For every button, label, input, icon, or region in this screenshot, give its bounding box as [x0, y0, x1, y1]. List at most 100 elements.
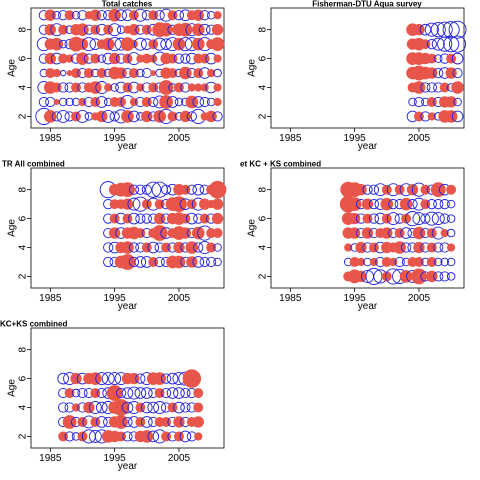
bubble-positive [193, 68, 204, 79]
bubble-negative [439, 213, 450, 224]
bubble-negative [192, 96, 205, 108]
bubble-positive [447, 243, 456, 252]
bubble-positive [426, 257, 437, 267]
y-tick-label: 6 [258, 55, 269, 61]
bubble-negative [96, 387, 107, 399]
bubble-negative [166, 387, 179, 399]
bubble-negative [133, 8, 147, 22]
chart-panel: Total catches 1985 1995 2005 2 4 6 8 year Age [7, 0, 225, 152]
panel-title: TR All combined [2, 160, 65, 169]
bubble-negative [88, 429, 102, 443]
plot-frame [30, 7, 225, 129]
x-tick-label: 1995 [104, 293, 127, 304]
bubble-negative [71, 10, 81, 20]
bubble-negative [76, 109, 89, 123]
bubble-positive [211, 198, 224, 210]
bubble-negative [433, 271, 444, 282]
bubble-negative [446, 272, 456, 281]
chart-panel: KC+KS combined 1985 1995 2005 2 4 6 8 year Age [0, 320, 225, 472]
bubble-negative [193, 242, 204, 253]
bubble-positive [213, 97, 222, 107]
bubble-negative [97, 54, 107, 63]
bubble-negative [151, 181, 168, 198]
bubble-negative [96, 10, 107, 21]
bubble-negative [60, 69, 67, 77]
panel-title: KC+KS combined [0, 320, 67, 329]
y-tick-label: 8 [258, 26, 269, 32]
plot-frame [270, 167, 465, 289]
y-axis-label: Age [7, 379, 18, 397]
bubble-negative [192, 256, 205, 268]
bubble-positive [64, 388, 75, 399]
bubble-positive [159, 95, 173, 109]
x-tick-label: 1985 [39, 293, 62, 304]
bubble-negative [58, 402, 69, 413]
bubble-positive [211, 212, 224, 225]
y-tick-label: 8 [18, 186, 29, 192]
bubble-positive [212, 228, 223, 239]
bubble-positive [444, 110, 458, 123]
bubble-negative [51, 111, 62, 122]
x-tick-label: 1985 [279, 133, 302, 144]
bubble-positive [194, 432, 203, 441]
bubble-negative [135, 184, 146, 195]
bubble-positive [167, 68, 178, 79]
bubble-negative [446, 228, 456, 238]
bubble-positive [141, 24, 152, 35]
bubble-negative [186, 184, 197, 195]
bubble-positive [174, 431, 184, 442]
y-tick-label: 6 [18, 375, 29, 381]
bubble-positive [70, 372, 82, 385]
bubble-negative [95, 96, 108, 108]
x-axis-label: year [358, 301, 378, 312]
bubble-negative [128, 212, 140, 225]
bubble-positive [128, 68, 139, 79]
bubble-positive [120, 182, 135, 198]
bubble-negative [436, 21, 453, 38]
bubble-positive [121, 110, 134, 123]
bubble-negative [95, 372, 109, 386]
bubble-negative [451, 110, 464, 123]
x-axis-label: year [358, 141, 378, 152]
bubble-negative [88, 401, 102, 414]
bubble-negative [77, 387, 88, 399]
bubble-negative [173, 10, 185, 21]
bubble-positive [185, 95, 199, 109]
bubble-negative [452, 67, 463, 79]
chart-panel: Fisherman-DTU Aqua survey 1985 1995 2005 2 4 6… [247, 0, 467, 152]
bubble-negative [173, 401, 185, 414]
bubble-negative [58, 39, 68, 49]
y-tick-label: 2 [258, 273, 269, 279]
bubble-positive [158, 80, 174, 95]
bubble-negative [58, 97, 68, 107]
bubble-negative [180, 387, 191, 399]
bubble-positive [90, 417, 101, 427]
bubble-positive [182, 369, 202, 388]
bubble-positive [119, 254, 136, 270]
bubble-negative [413, 96, 425, 108]
bubble-negative [174, 97, 184, 107]
plot-frame [30, 327, 225, 449]
y-axis-label: Age [7, 59, 18, 77]
bubble-negative [166, 372, 179, 385]
bubble-positive [167, 402, 178, 413]
bubble-positive [44, 52, 56, 65]
bubble-negative [101, 372, 115, 386]
bubble-negative [128, 242, 140, 253]
bubble-negative [433, 242, 444, 253]
bubble-positive [414, 257, 424, 267]
bubble-negative [448, 20, 467, 39]
bubble-negative [103, 256, 114, 268]
bubble-positive [213, 83, 222, 92]
bubble-positive [171, 196, 187, 213]
bubble-negative [446, 214, 456, 223]
bubble-positive [108, 227, 121, 239]
x-tick-label: 2005 [168, 453, 191, 464]
y-tick-label: 4 [258, 84, 269, 90]
bubble-negative [128, 256, 140, 268]
bubble-negative [446, 199, 456, 209]
bubble-negative [71, 388, 81, 398]
bubble-negative [154, 10, 165, 21]
y-tick-label: 2 [258, 113, 269, 119]
bubble-negative [446, 257, 456, 267]
